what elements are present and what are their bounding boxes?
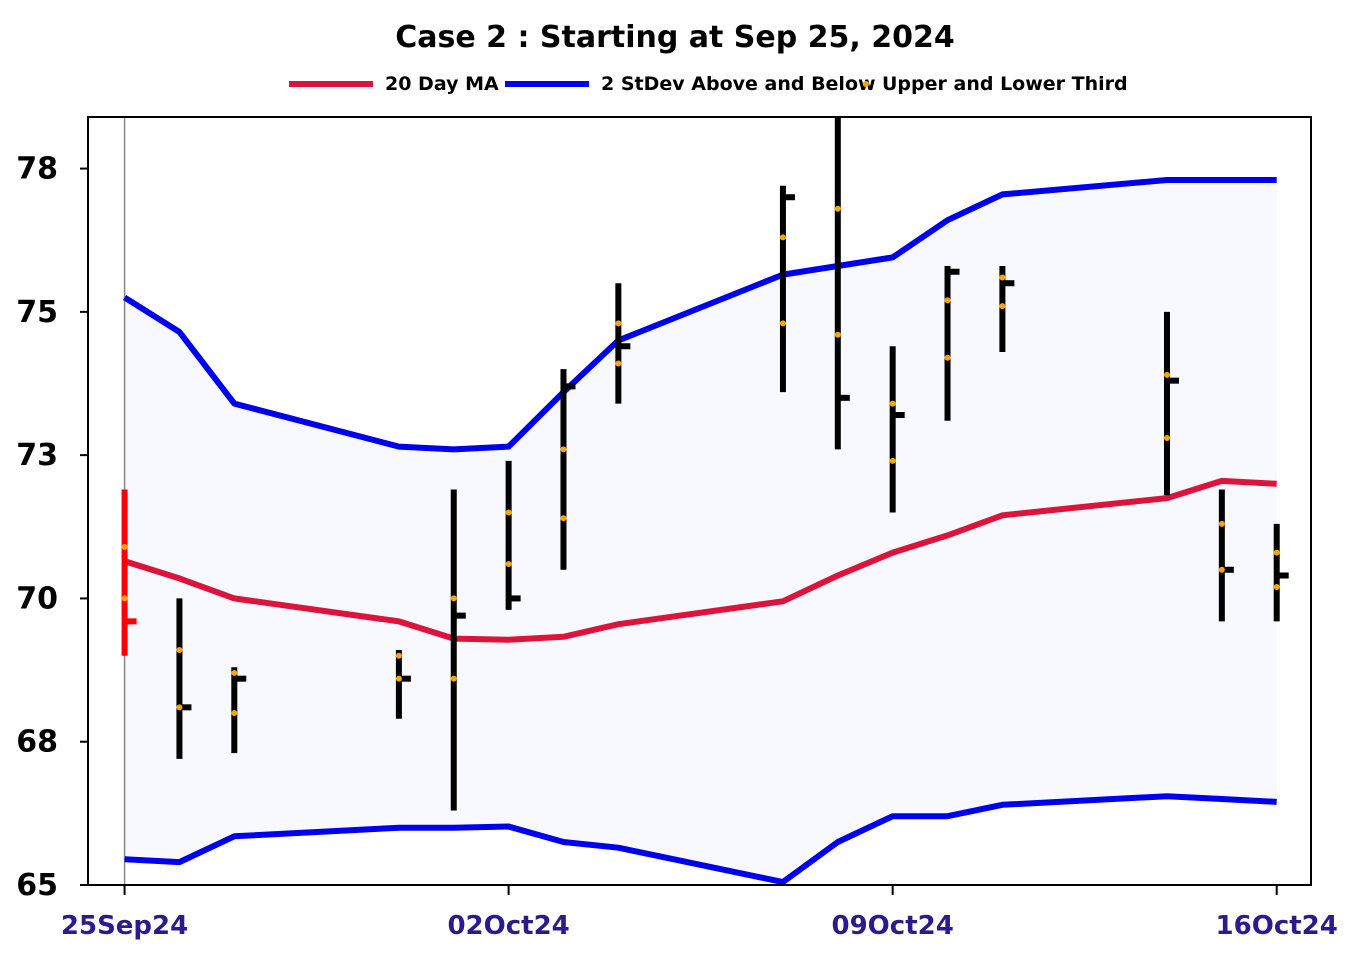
band-lines-layer bbox=[123, 177, 1277, 886]
plot-frame bbox=[87, 116, 1312, 886]
upper-third-dot bbox=[944, 297, 951, 304]
upper-third-dot bbox=[1218, 520, 1225, 527]
lower-third-dot bbox=[944, 354, 951, 361]
lower-third-dot bbox=[999, 303, 1006, 310]
legend-swatch-ma bbox=[289, 81, 373, 87]
third-dots-layer bbox=[121, 205, 1280, 717]
y-tick-label: 78 bbox=[16, 152, 58, 187]
ma-20-line bbox=[123, 477, 1277, 643]
y-tick-label: 65 bbox=[16, 868, 58, 903]
upper-third-dot bbox=[176, 647, 183, 654]
x-tick-label: 25Sep24 bbox=[61, 911, 188, 941]
upper-third-dot bbox=[615, 320, 622, 327]
x-tick-label: 02Oct24 bbox=[447, 911, 569, 941]
upper-third-dot bbox=[999, 274, 1006, 281]
lower-third-dot bbox=[176, 704, 183, 711]
lower-third-dot bbox=[779, 320, 786, 327]
band-fill-layer bbox=[123, 117, 1277, 885]
legend-label-band: 2 StDev Above and Below bbox=[601, 73, 876, 95]
legend-item-ma: 20 Day MA bbox=[289, 70, 499, 98]
upper-third-dot bbox=[1163, 371, 1170, 378]
upper-third-dot bbox=[560, 446, 567, 453]
lower-third-dot bbox=[889, 457, 896, 464]
lower-third-dot bbox=[1163, 434, 1170, 441]
lower-third-dot bbox=[231, 710, 238, 717]
axes-layer: 65 68 70 73 75 78 25Sep24 02Oct24 09Oct24 16Oct24 bbox=[16, 116, 1338, 941]
lower-third-dot bbox=[615, 360, 622, 367]
upper-third-dot bbox=[231, 669, 238, 676]
lower-third-dot bbox=[560, 515, 567, 522]
lower-band-line bbox=[124, 793, 1277, 886]
x-tick-label: 09Oct24 bbox=[832, 911, 954, 941]
lower-third-dot bbox=[834, 331, 841, 338]
legend-item-band: 2 StDev Above and Below bbox=[505, 70, 876, 98]
upper-third-dot bbox=[889, 400, 896, 407]
upper-band-line bbox=[123, 177, 1277, 453]
legend-label-third: Upper and Lower Third bbox=[882, 73, 1128, 95]
y-tick-label: 68 bbox=[16, 725, 58, 760]
y-tick-label: 73 bbox=[16, 438, 58, 473]
y-tick-label: 75 bbox=[16, 295, 58, 330]
legend: 20 Day MA 2 StDev Above and Below Upper … bbox=[0, 70, 1350, 98]
chart-title: Case 2 : Starting at Sep 25, 2024 bbox=[395, 20, 955, 55]
upper-third-dot bbox=[779, 234, 786, 241]
upper-third-dot bbox=[450, 595, 457, 602]
upper-third-dot bbox=[834, 205, 841, 212]
x-tick-label: 16Oct24 bbox=[1216, 911, 1338, 941]
y-tick-label: 70 bbox=[16, 581, 58, 616]
legend-swatch-band bbox=[505, 81, 589, 87]
upper-third-dot bbox=[121, 543, 128, 550]
lower-third-dot bbox=[450, 675, 457, 682]
legend-swatch-third bbox=[863, 81, 869, 87]
legend-item-third: Upper and Lower Third bbox=[856, 70, 1128, 98]
lower-third-dot bbox=[505, 561, 512, 568]
lower-third-dot bbox=[1273, 583, 1280, 590]
upper-third-dot bbox=[1273, 549, 1280, 556]
upper-third-dot bbox=[505, 509, 512, 516]
lower-third-dot bbox=[1218, 566, 1225, 573]
lower-third-dot bbox=[121, 595, 128, 602]
legend-label-ma: 20 Day MA bbox=[385, 73, 499, 95]
lower-third-dot bbox=[395, 675, 402, 682]
band-fill-area bbox=[124, 180, 1277, 883]
upper-third-dot bbox=[395, 652, 402, 659]
